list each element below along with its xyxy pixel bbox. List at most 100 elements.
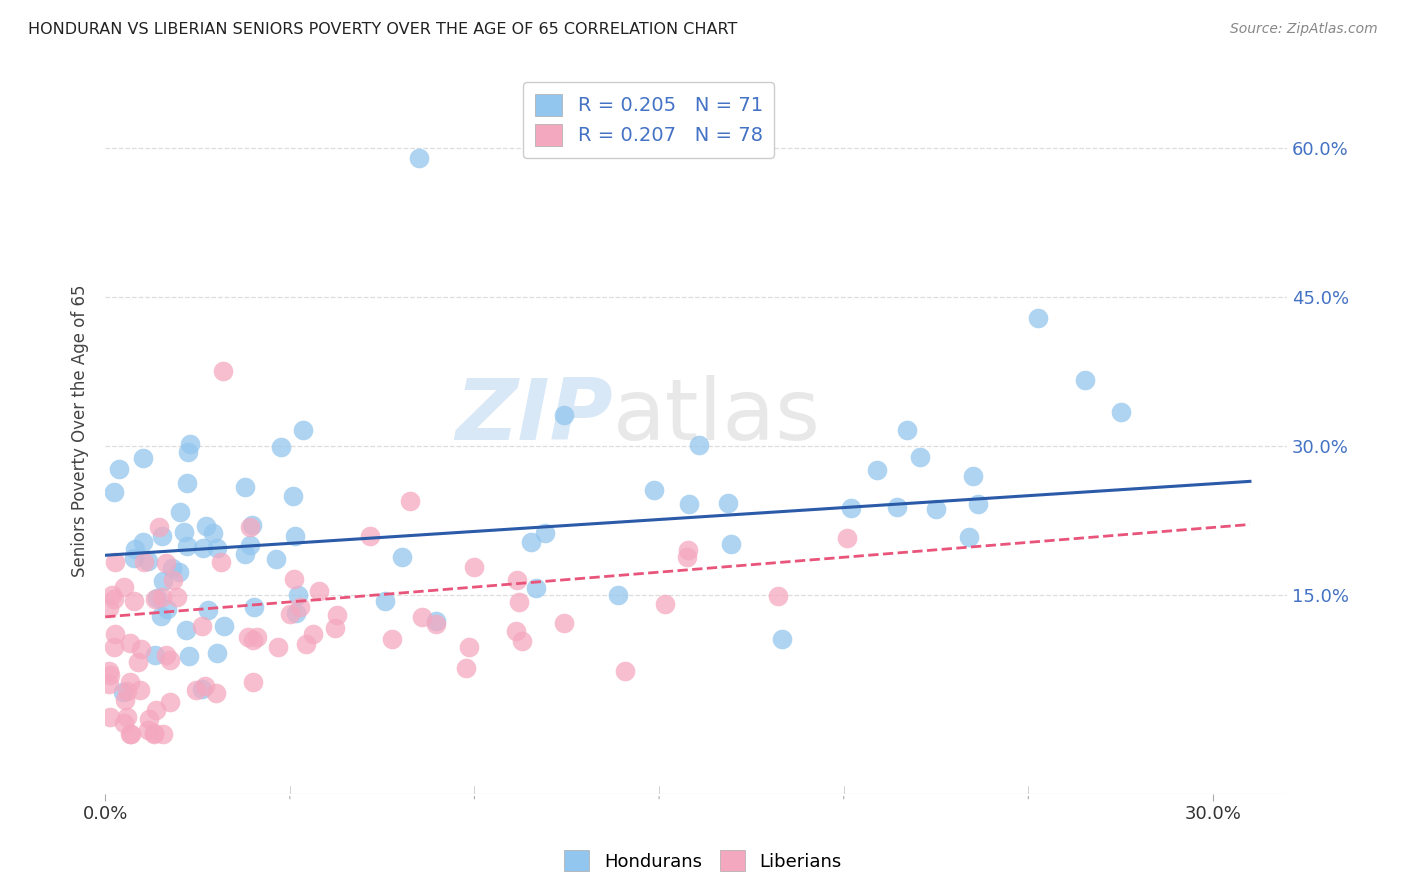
Point — [510, 633, 533, 648]
Point — [235, 547, 257, 561]
Point — [896, 423, 918, 437]
Point — [308, 583, 330, 598]
Point — [209, 555, 232, 569]
Point — [962, 469, 984, 483]
Point — [191, 618, 214, 632]
Point — [524, 581, 547, 595]
Point — [138, 712, 160, 726]
Point — [841, 500, 863, 515]
Point — [112, 715, 135, 730]
Point — [772, 632, 794, 646]
Point — [179, 437, 201, 451]
Point — [103, 640, 125, 655]
Point — [456, 661, 478, 675]
Point — [508, 595, 530, 609]
Point — [122, 551, 145, 566]
Point — [242, 518, 264, 533]
Point — [143, 726, 166, 740]
Point — [505, 624, 527, 639]
Point — [425, 614, 447, 628]
Point — [167, 566, 190, 580]
Point — [162, 574, 184, 588]
Point — [302, 626, 325, 640]
Point — [283, 529, 305, 543]
Point — [391, 550, 413, 565]
Point — [155, 648, 177, 662]
Legend: R = 0.205   N = 71, R = 0.207   N = 78: R = 0.205 N = 71, R = 0.207 N = 78 — [523, 82, 775, 158]
Point — [374, 593, 396, 607]
Point — [143, 727, 166, 741]
Point — [132, 535, 155, 549]
Point — [166, 590, 188, 604]
Y-axis label: Seniors Poverty Over the Age of 65: Seniors Poverty Over the Age of 65 — [72, 285, 89, 577]
Point — [177, 445, 200, 459]
Point — [325, 607, 347, 622]
Point — [122, 593, 145, 607]
Point — [908, 450, 931, 464]
Point — [159, 653, 181, 667]
Point — [149, 609, 172, 624]
Point — [280, 607, 302, 621]
Point — [463, 559, 485, 574]
Point — [194, 679, 217, 693]
Point — [654, 597, 676, 611]
Point — [184, 683, 207, 698]
Point — [202, 526, 225, 541]
Text: HONDURAN VS LIBERIAN SENIORS POVERTY OVER THE AGE OF 65 CORRELATION CHART: HONDURAN VS LIBERIAN SENIORS POVERTY OVE… — [28, 22, 738, 37]
Point — [264, 552, 287, 566]
Point — [359, 529, 381, 543]
Point — [197, 603, 219, 617]
Point — [112, 580, 135, 594]
Point — [98, 667, 121, 681]
Point — [136, 553, 159, 567]
Point — [194, 519, 217, 533]
Point — [281, 489, 304, 503]
Point — [287, 588, 309, 602]
Legend: Hondurans, Liberians: Hondurans, Liberians — [557, 843, 849, 879]
Point — [323, 621, 346, 635]
Point — [553, 408, 575, 422]
Point — [98, 600, 121, 615]
Point — [159, 695, 181, 709]
Point — [108, 462, 131, 476]
Point — [534, 526, 557, 541]
Point — [152, 727, 174, 741]
Point — [643, 483, 665, 498]
Point — [212, 619, 235, 633]
Point — [115, 710, 138, 724]
Point — [160, 561, 183, 575]
Point — [246, 630, 269, 644]
Point — [152, 590, 174, 604]
Point — [835, 531, 858, 545]
Point — [132, 450, 155, 465]
Point — [143, 648, 166, 662]
Point — [212, 364, 235, 378]
Point — [156, 602, 179, 616]
Point — [506, 573, 529, 587]
Point — [716, 496, 738, 510]
Text: Source: ZipAtlas.com: Source: ZipAtlas.com — [1230, 22, 1378, 37]
Point — [458, 640, 481, 655]
Point — [104, 555, 127, 569]
Point — [380, 632, 402, 647]
Point — [150, 529, 173, 543]
Point — [676, 542, 699, 557]
Point — [205, 646, 228, 660]
Point — [408, 151, 430, 165]
Point — [138, 723, 160, 738]
Point — [520, 534, 543, 549]
Point — [120, 727, 142, 741]
Point — [1109, 405, 1132, 419]
Point — [675, 550, 697, 565]
Point — [132, 555, 155, 569]
Point — [103, 484, 125, 499]
Point — [124, 541, 146, 556]
Point — [112, 684, 135, 698]
Point — [148, 520, 170, 534]
Point — [191, 681, 214, 696]
Point — [239, 538, 262, 552]
Point — [152, 574, 174, 589]
Point — [242, 675, 264, 690]
Point — [120, 636, 142, 650]
Point — [233, 480, 256, 494]
